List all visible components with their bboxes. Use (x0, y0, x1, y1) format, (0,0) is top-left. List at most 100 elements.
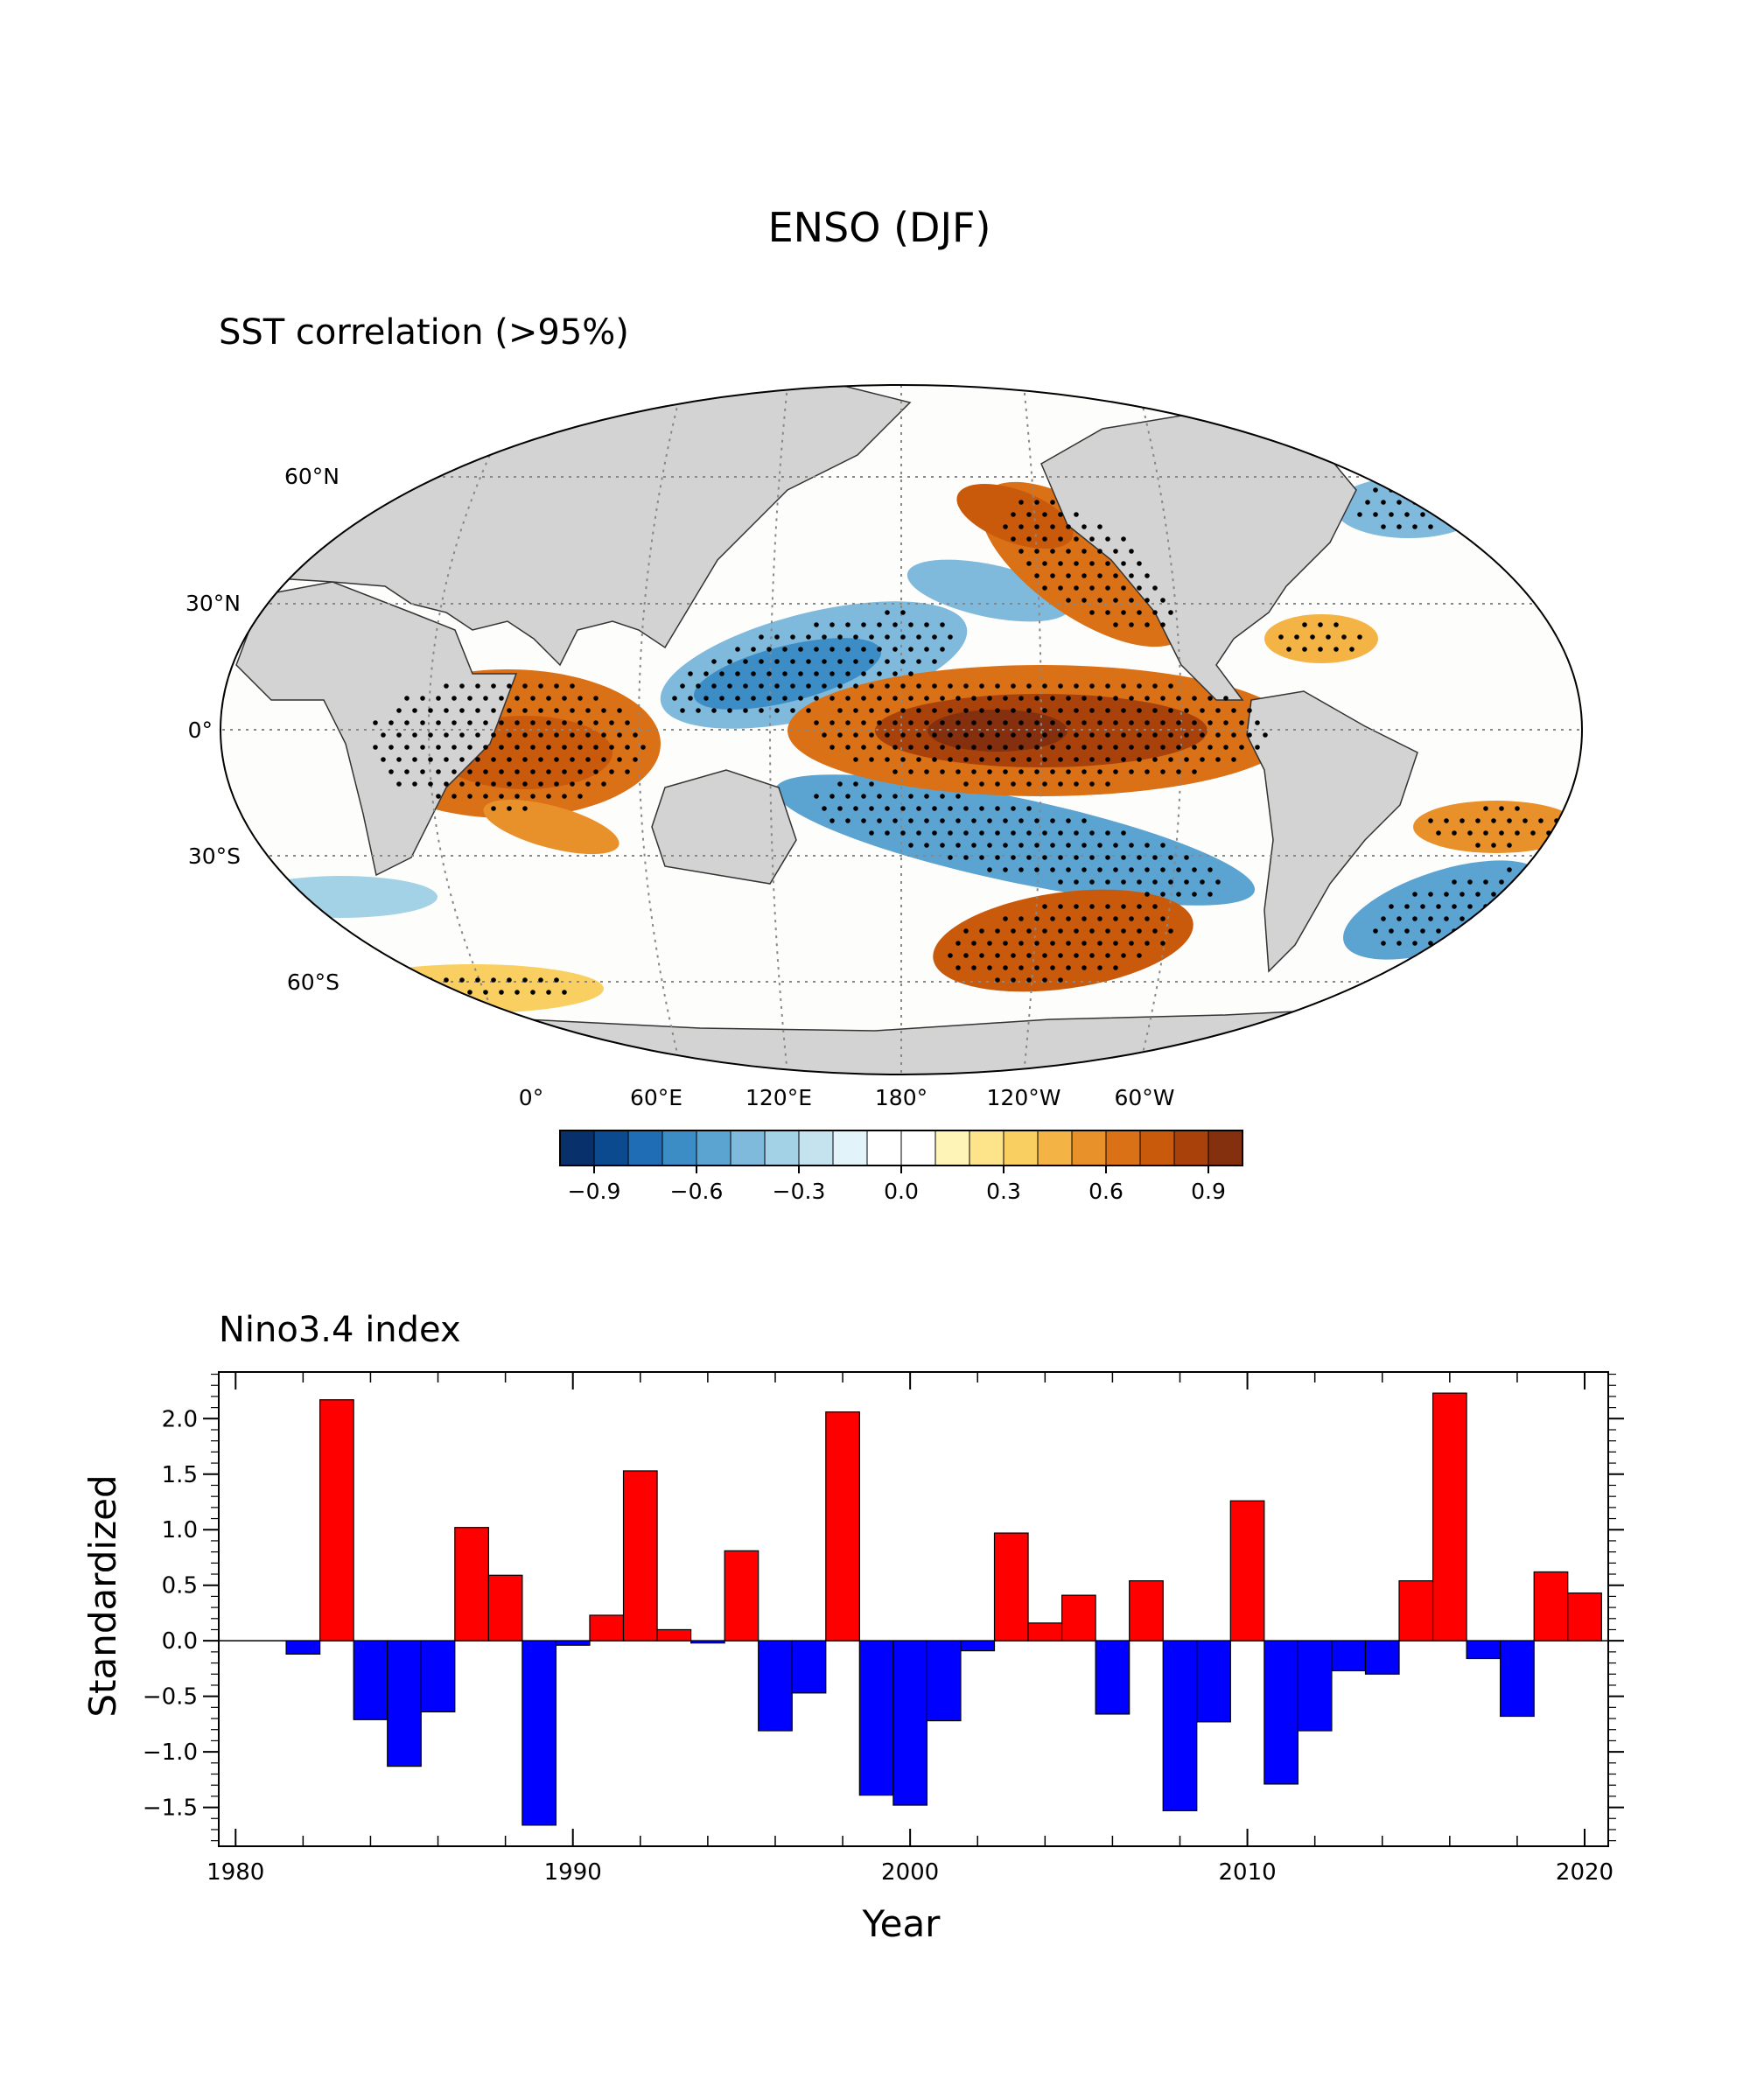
bar-1993 (656, 1628, 692, 1642)
stipple-dot (782, 696, 788, 701)
stipple-dot (814, 622, 819, 627)
stipple-dot (885, 806, 890, 811)
stipple-dot (940, 647, 945, 652)
stipple-dot (562, 720, 567, 725)
stipple-dot (1420, 512, 1425, 517)
stipple-dot (1011, 977, 1016, 983)
stipple-dot (1034, 867, 1040, 872)
stipple-dot (491, 732, 496, 738)
stipple-dot (704, 696, 709, 701)
lon-label: 60°W (1114, 1085, 1174, 1110)
stipple-dot (956, 720, 961, 725)
stipple-dot (869, 659, 874, 664)
chart-title: Nino3.4 index (219, 1310, 461, 1350)
stipple-dot (1018, 769, 1024, 774)
stipple-dot (830, 720, 835, 725)
stipple-dot (1042, 830, 1047, 836)
stipple-dot (459, 708, 465, 713)
stipple-dot (499, 720, 504, 725)
stipple-dot (1168, 879, 1173, 885)
stipple-dot (593, 769, 598, 774)
stipple-dot (908, 720, 914, 725)
bar-1999 (858, 1640, 894, 1796)
lon-120w (1023, 385, 1042, 1074)
stipple-dot (1168, 610, 1173, 615)
stipple-dot (1460, 500, 1465, 505)
stipple-dot (1239, 720, 1244, 725)
stipple-dot (814, 671, 819, 676)
stipple-dot (995, 977, 1000, 983)
stipple-dot (806, 708, 811, 713)
stipple-dot (1042, 928, 1047, 934)
stipple-dot (522, 977, 528, 983)
stipple-dot (1082, 720, 1087, 725)
stipple-dot (1058, 953, 1063, 958)
stipple-dot (869, 757, 874, 762)
stipple-dot (948, 806, 953, 811)
colorbar-tick-label: 0.9 (1191, 1179, 1226, 1204)
bar-1998 (825, 1411, 860, 1642)
colorbar-swatch (970, 1130, 1004, 1166)
stipple-dot (987, 769, 992, 774)
stipple-dot (995, 732, 1000, 738)
stipple-dot (546, 696, 551, 701)
stipple-dot (1089, 757, 1095, 762)
stipple-dot (869, 708, 874, 713)
stipple-dot (436, 720, 441, 725)
stipple-dot (1475, 892, 1480, 897)
stipple-dot (1137, 928, 1142, 934)
colorbar-swatch (901, 1130, 936, 1166)
stipple-dot (1066, 720, 1071, 725)
stipple-dot (1334, 647, 1339, 652)
stipple-dot (1200, 879, 1205, 885)
stipple-dot (420, 769, 425, 774)
stipple-dot (743, 708, 748, 713)
stipple-dot (932, 634, 937, 640)
stipple-dot (892, 720, 898, 725)
stipple-dot (869, 830, 874, 836)
stipple-dot (1097, 549, 1102, 554)
stipple-dot (1011, 781, 1016, 787)
stipple-dot (467, 769, 472, 774)
stipple-dot (1089, 953, 1095, 958)
stipple-dot (1215, 708, 1221, 713)
stipple-dot (436, 990, 441, 995)
x-axis-label: Year (862, 1902, 942, 1945)
stipple-dot (467, 794, 472, 799)
stipple-dot (625, 720, 630, 725)
stipple-dot (593, 720, 598, 725)
bar-2016 (1432, 1392, 1467, 1642)
stipple-dot (877, 720, 882, 725)
stipple-dot (1026, 536, 1032, 542)
stipple-dot (830, 622, 835, 627)
stipple-dot (924, 769, 929, 774)
stipple-dot (1522, 892, 1528, 897)
stipple-dot (924, 696, 929, 701)
stipple-dot (444, 977, 449, 983)
stipple-dot (837, 708, 843, 713)
stipple-dot (908, 818, 914, 823)
stipple-dot (1144, 720, 1150, 725)
stipple-dot (1018, 843, 1024, 848)
stipple-dot (467, 990, 472, 995)
stipple-dot (1152, 757, 1158, 762)
stipple-dot (1467, 879, 1473, 885)
stipple-dot (963, 830, 969, 836)
stipple-dot (1176, 720, 1181, 725)
stipple-dot (1026, 512, 1032, 517)
stipple-dot (1011, 855, 1016, 860)
stipple-dot (522, 757, 528, 762)
stipple-dot (948, 953, 953, 958)
stipple-dot (1137, 855, 1142, 860)
stipple-dot (1050, 524, 1055, 529)
stipple-dot (885, 634, 890, 640)
stipple-dot (995, 683, 1000, 689)
stipple-dot (940, 720, 945, 725)
stipple-dot (1396, 500, 1402, 505)
stipple-dot (877, 818, 882, 823)
stipple-dot (1160, 941, 1166, 946)
greenland (1284, 385, 1367, 421)
southern-ocean-neg (245, 876, 438, 918)
stipple-dot (987, 941, 992, 946)
stipple-dot (1538, 818, 1544, 823)
